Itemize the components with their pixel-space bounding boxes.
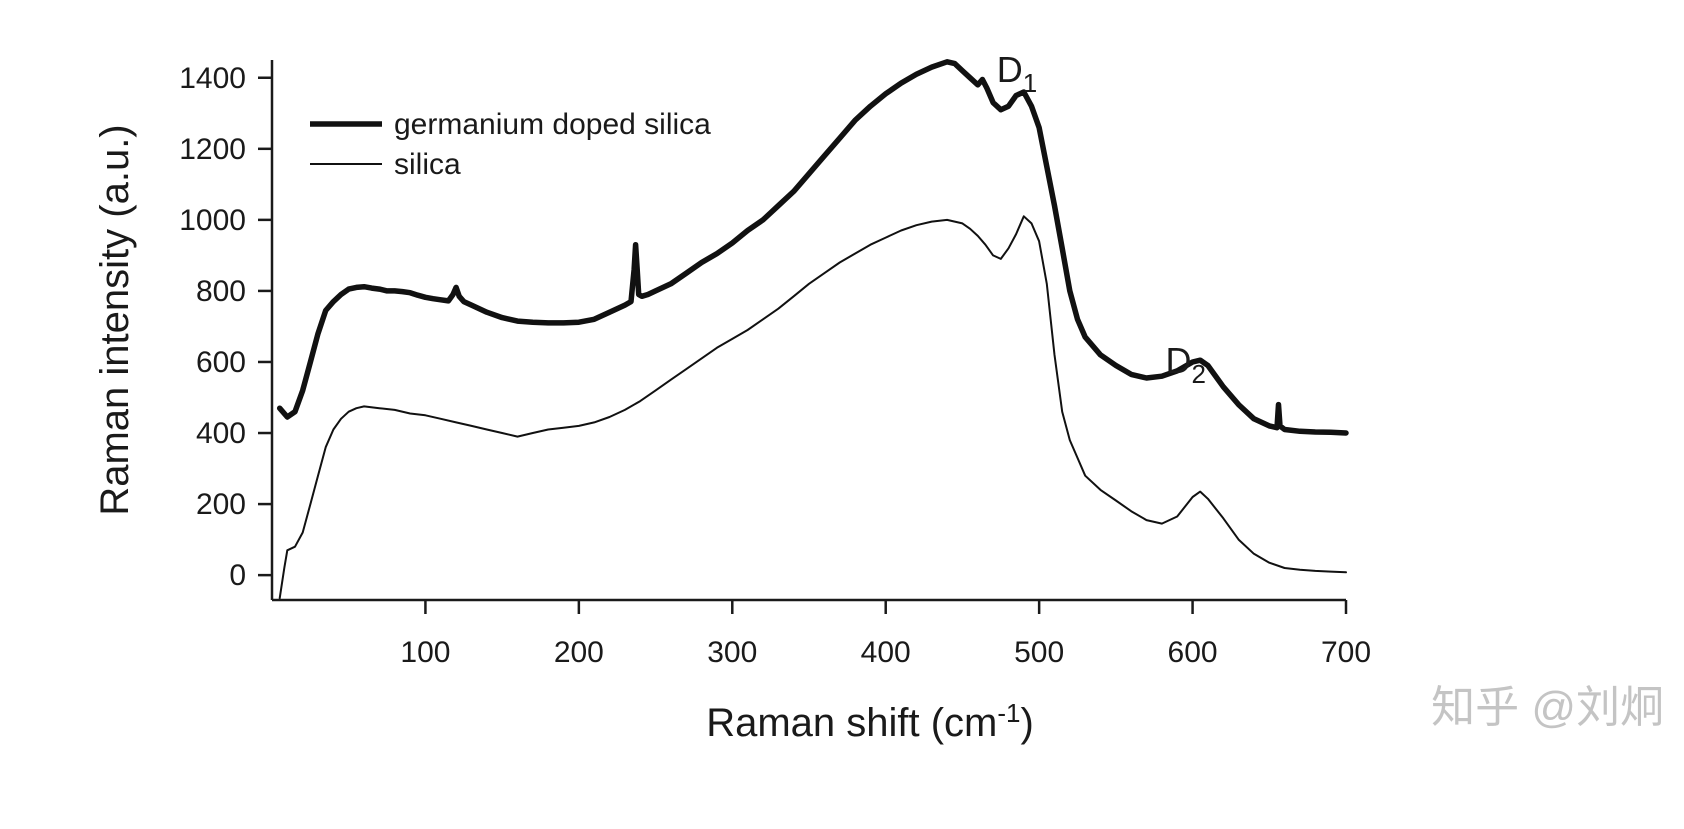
y-tick-label-0: 0	[229, 559, 246, 592]
peak-annotations: D1 D2	[997, 49, 1206, 389]
y-axis-ticks: 0 200 400 600 800 1000 1200 1400	[179, 62, 272, 592]
y-tick-label-1400: 1400	[179, 62, 246, 95]
x-tick-label-200: 200	[554, 636, 604, 669]
y-axis-label: Raman intensity (a.u.)	[93, 124, 137, 515]
x-tick-label-700: 700	[1321, 636, 1371, 669]
x-tick-label-300: 300	[707, 636, 757, 669]
series-lines	[276, 59, 1349, 600]
y-tick-label-1000: 1000	[179, 204, 246, 237]
x-axis-label-tail: )	[1020, 701, 1033, 745]
x-axis-label-superscript: -1	[997, 698, 1020, 728]
x-tick-label-600: 600	[1168, 636, 1218, 669]
series-line-silica	[278, 215, 1347, 600]
y-tick-label-600: 600	[196, 346, 246, 379]
watermark: 知乎 @刘炯	[1431, 683, 1664, 732]
x-axis-ticks: 100 200 300 400 500 600 700	[400, 600, 1371, 669]
plot-axes	[270, 60, 1346, 602]
legend-label-1: silica	[394, 148, 461, 181]
legend: germanium doped silica silica	[310, 108, 711, 181]
y-tick-label-200: 200	[196, 488, 246, 521]
y-tick-label-400: 400	[196, 417, 246, 450]
x-tick-label-100: 100	[400, 636, 450, 669]
x-axis-label: Raman shift (cm-1)	[706, 698, 1034, 745]
peak-annotation-D1: D1	[997, 49, 1037, 98]
series-line-germanium-doped-silica	[276, 59, 1349, 436]
x-tick-label-500: 500	[1014, 636, 1064, 669]
y-tick-label-800: 800	[196, 275, 246, 308]
x-tick-label-400: 400	[861, 636, 911, 669]
legend-label-0: germanium doped silica	[394, 108, 711, 141]
peak-annotation-D2: D2	[1166, 340, 1206, 389]
y-tick-label-1200: 1200	[179, 133, 246, 166]
x-axis-label-main: Raman shift (cm	[706, 701, 997, 745]
